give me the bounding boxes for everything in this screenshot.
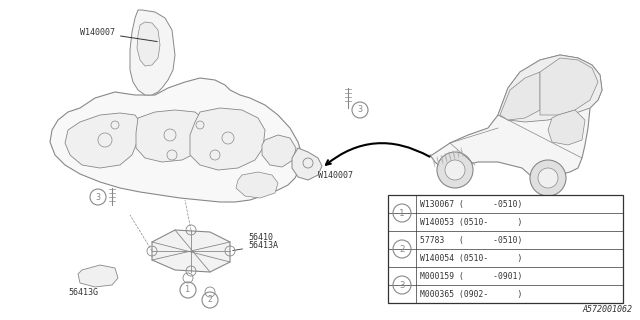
Text: 56413A: 56413A <box>233 241 278 251</box>
Polygon shape <box>236 172 278 198</box>
Text: 56413G: 56413G <box>68 288 98 297</box>
Polygon shape <box>50 78 302 202</box>
Text: 57783   (      -0510): 57783 ( -0510) <box>420 236 522 244</box>
Polygon shape <box>548 110 585 145</box>
Polygon shape <box>262 135 296 167</box>
Text: 3: 3 <box>358 106 362 115</box>
Polygon shape <box>190 108 265 170</box>
Text: 3: 3 <box>95 193 100 202</box>
Text: 2: 2 <box>207 295 212 305</box>
Polygon shape <box>292 148 322 180</box>
Polygon shape <box>137 22 160 66</box>
Circle shape <box>538 168 558 188</box>
Text: 56410: 56410 <box>248 233 273 242</box>
Text: W140007: W140007 <box>80 28 157 42</box>
Text: W130067 (      -0510): W130067 ( -0510) <box>420 199 522 209</box>
Text: M000365 (0902-      ): M000365 (0902- ) <box>420 290 522 299</box>
Text: M000159 (      -0901): M000159 ( -0901) <box>420 271 522 281</box>
Polygon shape <box>130 10 175 95</box>
Text: 3: 3 <box>399 281 404 290</box>
Text: W140053 (0510-      ): W140053 (0510- ) <box>420 218 522 227</box>
Text: 1: 1 <box>399 209 404 218</box>
Polygon shape <box>136 110 205 162</box>
Text: W140054 (0510-      ): W140054 (0510- ) <box>420 253 522 262</box>
Polygon shape <box>78 265 118 287</box>
Polygon shape <box>500 72 540 120</box>
Polygon shape <box>540 58 598 115</box>
Circle shape <box>437 152 473 188</box>
Circle shape <box>445 160 465 180</box>
Circle shape <box>530 160 566 196</box>
FancyArrowPatch shape <box>326 143 429 165</box>
Bar <box>388 195 623 303</box>
Polygon shape <box>152 230 230 272</box>
Text: 2: 2 <box>399 244 404 253</box>
Polygon shape <box>430 55 602 178</box>
Polygon shape <box>498 55 602 122</box>
Polygon shape <box>65 113 140 168</box>
Text: A572001062: A572001062 <box>582 305 632 314</box>
Text: 1: 1 <box>186 285 191 294</box>
Text: W140007: W140007 <box>318 171 353 180</box>
